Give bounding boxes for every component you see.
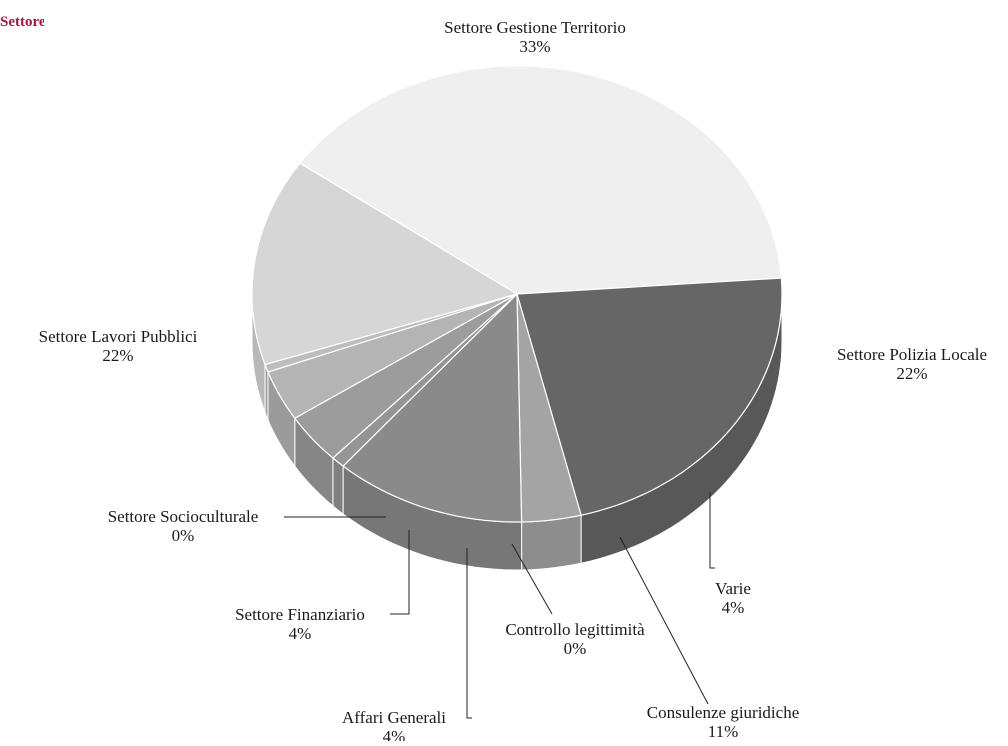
slice-pct-4: 0% [564,639,587,658]
slice-label-3: Consulenze giuridiche [647,703,800,722]
slice-pct-7: 0% [172,526,195,545]
pie-slice-0 [298,65,783,295]
pie-slice-6 [267,293,518,419]
slice-label-4: Controllo legittimità [505,620,645,639]
pie-slice-1 [516,277,783,516]
leader-line-4 [511,543,553,615]
slice-label-1: Settore Polizia Locale [837,345,987,364]
slice-label-7: Settore Socioculturale [108,507,259,526]
leader-line-3 [619,536,709,705]
pie-slice-8 [251,162,519,366]
header-fragment: Settore Finanziario [0,14,44,30]
slice-label-2: Varie [715,579,751,598]
pie-slice-3 [342,292,523,523]
slice-label-8: Settore Lavori Pubblici [39,327,198,346]
pie-side-2 [521,514,582,571]
slice-pct-1: 22% [896,364,927,383]
slice-pct-3: 11% [708,722,739,741]
pie-side-4 [332,456,344,516]
slice-pct-0: 33% [519,37,550,56]
slice-label-0: Settore Gestione Territorio [444,18,626,37]
leader-line-6 [390,530,410,615]
pie-slice-5 [293,293,518,459]
pie-slice-2 [516,293,582,523]
slice-label-6: Settore Finanziario [235,605,365,624]
slice-pct-2: 4% [722,598,745,617]
slice-pct-8: 22% [102,346,133,365]
pie-side-walls [251,293,783,571]
slice-label-5: Affari Generali [342,708,446,727]
slice-pct-5: 4% [383,727,406,741]
slice-pct-6: 4% [289,624,312,643]
leader-line-2 [709,492,715,569]
leader-line-5 [466,548,472,719]
pie-top-face [251,65,783,523]
